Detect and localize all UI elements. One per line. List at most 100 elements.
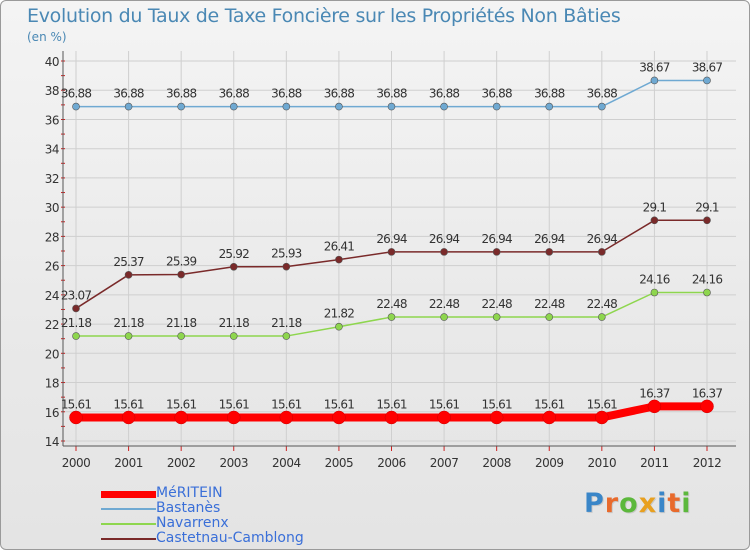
data-label: 26.94 <box>587 232 618 246</box>
data-label: 24.16 <box>639 273 670 287</box>
data-label: 22.48 <box>376 297 407 311</box>
data-point <box>650 288 659 297</box>
data-point <box>492 102 501 111</box>
data-point <box>335 255 343 264</box>
data-label: 22.48 <box>481 297 512 311</box>
data-point <box>121 410 136 425</box>
data-label: 26.94 <box>534 232 565 246</box>
data-label: 26.94 <box>481 232 512 246</box>
x-tick-label: 2010 <box>588 456 617 470</box>
data-point <box>72 304 80 313</box>
data-label: 21.18 <box>219 316 250 330</box>
data-point <box>545 102 554 111</box>
data-label: 21.18 <box>271 316 302 330</box>
data-label: 15.61 <box>219 397 250 411</box>
y-tick-label: 20 <box>45 347 59 361</box>
data-point <box>72 332 80 340</box>
x-tick-label: 2008 <box>482 456 511 470</box>
data-label: 26.41 <box>324 240 355 254</box>
data-point <box>124 102 133 111</box>
y-tick-label: 22 <box>45 318 59 332</box>
data-label: 36.88 <box>61 87 92 101</box>
data-point <box>595 410 609 425</box>
data-label: 26.94 <box>376 232 407 246</box>
data-point <box>124 271 133 279</box>
logo-letter: r <box>604 488 620 519</box>
data-label: 36.88 <box>113 87 144 101</box>
legend-label-bastanes: Bastanès <box>156 500 221 516</box>
data-point <box>174 410 188 425</box>
logo-letter: i <box>681 488 692 519</box>
data-label: 21.82 <box>324 307 355 321</box>
data-label: 36.88 <box>219 87 250 101</box>
logo-letter: t <box>667 488 682 519</box>
x-tick-label: 2006 <box>377 456 406 470</box>
data-label: 21.18 <box>113 316 144 330</box>
chart-title: Evolution du Taux de Taxe Foncière sur l… <box>27 5 621 27</box>
data-label: 15.61 <box>534 397 565 411</box>
data-point <box>598 102 606 111</box>
data-point <box>650 76 659 85</box>
data-point <box>69 410 83 425</box>
y-tick-label: 38 <box>45 84 59 98</box>
y-tick-label: 24 <box>45 289 59 303</box>
data-label: 36.88 <box>429 87 460 101</box>
data-label: 15.61 <box>587 397 618 411</box>
data-point <box>282 102 291 111</box>
data-point <box>387 248 396 256</box>
data-point <box>703 216 711 225</box>
y-tick-label: 30 <box>45 201 59 215</box>
data-label: 15.61 <box>166 397 197 411</box>
legend-item-navarrenx: Navarrenx <box>101 515 341 531</box>
data-label: 26.94 <box>429 232 460 246</box>
legend-swatch-navarrenx <box>101 523 156 525</box>
legend-item-castetnau-camblong: Castetnau-Camblong <box>101 530 341 546</box>
data-label: 15.61 <box>376 397 407 411</box>
x-tick-label: 2003 <box>219 456 248 470</box>
data-label: 36.88 <box>271 87 302 101</box>
data-point <box>542 410 556 425</box>
data-point <box>545 313 554 321</box>
data-label: 29.1 <box>643 200 667 214</box>
data-label: 15.61 <box>61 397 92 411</box>
y-tick-label: 14 <box>45 435 59 449</box>
data-label: 36.88 <box>481 87 512 101</box>
data-point <box>332 410 346 425</box>
data-label: 16.37 <box>639 386 670 400</box>
data-point <box>335 102 343 111</box>
data-label: 38.67 <box>692 60 723 74</box>
logo-letter: i <box>657 488 668 519</box>
legend: MéRITEIN Bastanès Navarrenx Castetnau-Ca… <box>101 485 341 546</box>
data-point <box>440 248 448 256</box>
data-point <box>700 399 714 414</box>
data-label: 36.88 <box>587 87 618 101</box>
data-label: 24.16 <box>692 273 723 287</box>
data-point <box>177 102 185 111</box>
data-label: 21.18 <box>61 316 92 330</box>
logo-letter: x <box>638 488 658 519</box>
data-point <box>440 313 448 321</box>
data-point <box>177 332 185 340</box>
data-label: 36.88 <box>534 87 565 101</box>
data-point <box>384 410 399 425</box>
data-point <box>282 262 291 271</box>
data-point <box>124 332 133 340</box>
data-point <box>440 102 448 111</box>
data-point <box>492 248 501 256</box>
data-point <box>703 76 711 85</box>
legend-swatch-bastanes <box>101 508 156 510</box>
y-tick-label: 28 <box>45 230 59 244</box>
data-label: 15.61 <box>324 397 355 411</box>
data-label: 29.1 <box>695 200 719 214</box>
data-label: 15.61 <box>271 397 302 411</box>
data-point <box>229 332 238 340</box>
data-label: 25.92 <box>219 247 250 261</box>
data-label: 21.18 <box>166 316 197 330</box>
data-label: 22.48 <box>429 297 460 311</box>
data-point <box>227 410 241 425</box>
data-point <box>545 248 554 256</box>
x-tick-label: 2001 <box>114 456 143 470</box>
x-tick-label: 2007 <box>430 456 459 470</box>
y-tick-label: 34 <box>45 143 59 157</box>
